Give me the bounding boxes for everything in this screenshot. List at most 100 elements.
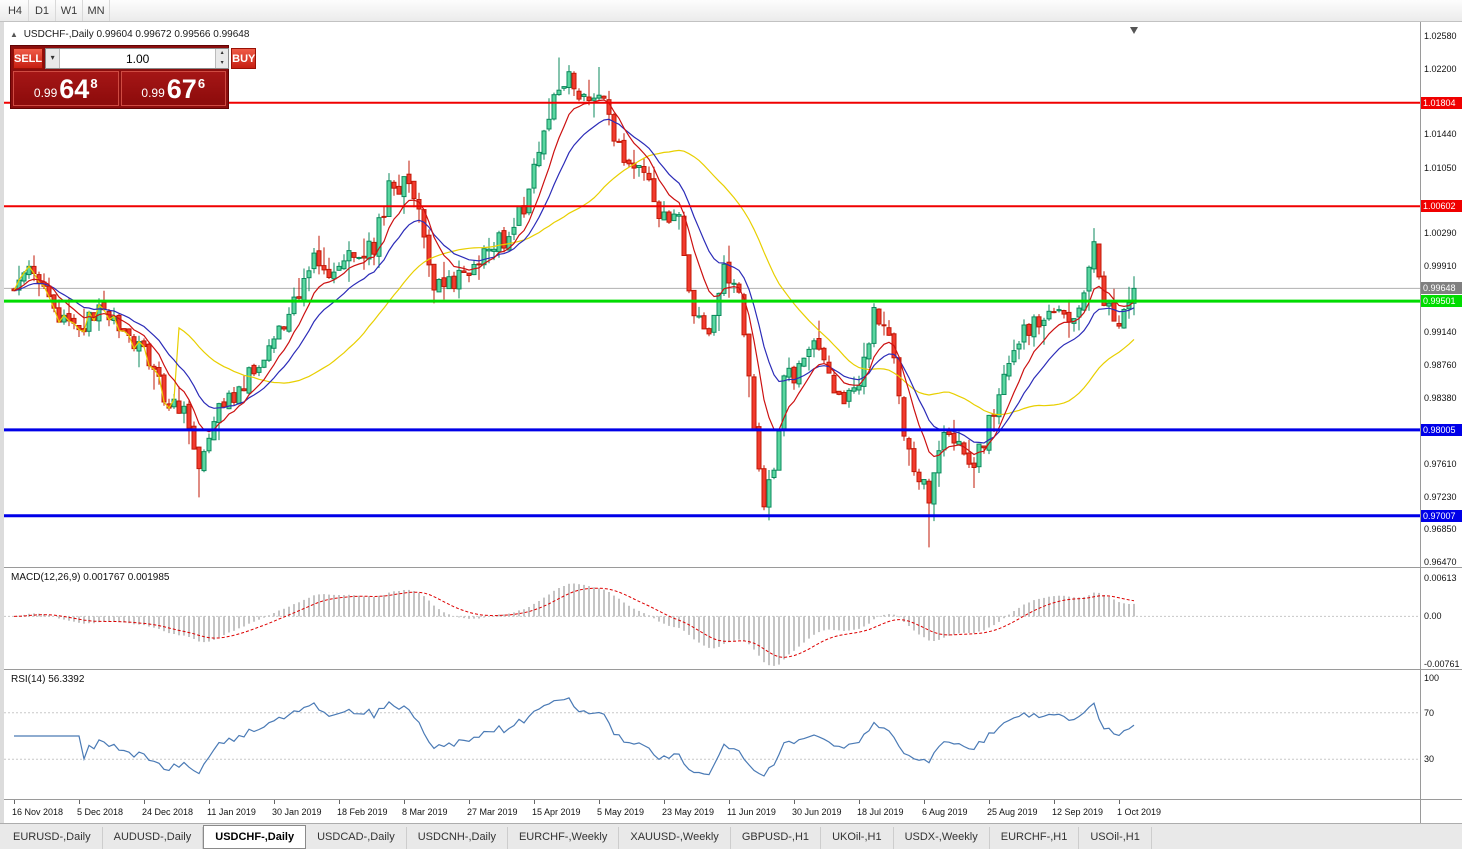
volume-up-icon[interactable]: ▴	[220, 50, 224, 56]
date-label: 18 Jul 2019	[857, 807, 904, 817]
date-label: 18 Feb 2019	[337, 807, 388, 817]
date-label: 30 Jun 2019	[792, 807, 842, 817]
pane-resize-separator[interactable]	[4, 567, 1462, 568]
volume-spinner[interactable]: ▴ ▾	[215, 49, 229, 68]
date-tick	[1119, 800, 1120, 804]
chart-title-symbol: USDCHF-,Daily	[23, 29, 94, 40]
date-label: 8 Mar 2019	[402, 807, 448, 817]
volume-down-icon[interactable]: ▾	[220, 59, 224, 66]
timeframe-mn-button[interactable]: MN	[83, 0, 110, 21]
volume-input[interactable]	[60, 49, 216, 68]
date-label: 1 Oct 2019	[1117, 807, 1162, 817]
price-axis-label: 0.99140	[1424, 327, 1457, 338]
date-tick	[144, 800, 145, 804]
chart-tab-usdcad-daily[interactable]: USDCAD-,Daily	[306, 827, 407, 849]
chart-title: ▲ USDCHF-,Daily 0.99604 0.99672 0.99566 …	[10, 29, 249, 40]
date-tick	[404, 800, 405, 804]
price-axis-label: 0.98380	[1424, 392, 1457, 403]
price-axis-label: 1.01050	[1424, 162, 1457, 173]
date-label: 11 Jan 2019	[207, 807, 256, 817]
date-label: 30 Jan 2019	[272, 807, 322, 817]
sell-price-display[interactable]: 0.99 64 8	[13, 71, 119, 106]
date-tick	[664, 800, 665, 804]
chart-tab-ukoil-h1[interactable]: UKOil-,H1	[821, 827, 894, 849]
chart-window: 16 Nov 2018 5 Dec 2018 24 Dec 2018 11 Jan 2…	[0, 22, 1462, 823]
price-axis-badge: 1.00602	[1421, 200, 1462, 213]
timeframe-w1-button[interactable]: W1	[56, 0, 83, 21]
price-axis-label: 70	[1424, 707, 1435, 718]
sell-button[interactable]: SELL	[13, 48, 44, 69]
chart-tab-eurusd-daily[interactable]: EURUSD-,Daily	[2, 827, 103, 849]
price-axis-label: 0.97230	[1424, 491, 1457, 502]
levels-layer	[4, 101, 1420, 518]
price-axis: 1.02580 1.02200 1.01440 1.01050 1.00290 0.999…	[1420, 22, 1462, 823]
chart-tab-xauusd-weekly[interactable]: XAUUSD-,Weekly	[619, 827, 731, 849]
date-tick	[14, 800, 15, 804]
date-label: 5 Dec 2018	[77, 807, 124, 817]
timeframe-h4-button[interactable]: H4	[2, 0, 29, 21]
pane-resize-separator[interactable]	[4, 669, 1462, 670]
rsi-label: RSI(14) 56.3392	[11, 674, 84, 685]
chart-tab-usdx-weekly[interactable]: USDX-,Weekly	[894, 827, 990, 849]
chart-tab-gbpusd-h1[interactable]: GBPUSD-,H1	[731, 827, 822, 849]
price-axis-label: 100	[1424, 673, 1440, 683]
chart-tab-eurchf-weekly[interactable]: EURCHF-,Weekly	[508, 827, 620, 849]
date-tick	[989, 800, 990, 804]
volume-dropdown-icon[interactable]: ▾	[46, 49, 61, 68]
price-axis-label: 0.00613	[1424, 573, 1457, 583]
date-tick	[1054, 800, 1055, 804]
ma-8-line	[13, 99, 1135, 458]
date-label: 16 Nov 2018	[12, 807, 64, 817]
chart-tab-usdchf-daily[interactable]: USDCHF-,Daily	[203, 825, 307, 849]
price-axis-badge: 1.01804	[1421, 96, 1462, 109]
price-axis-label: 30	[1424, 754, 1435, 765]
chart-tab-usoil-h1[interactable]: USOil-,H1	[1079, 827, 1152, 849]
price-axis-label: 0.96470	[1424, 557, 1457, 567]
price-axis-label: 0.96850	[1424, 524, 1457, 535]
macd-name: MACD(12,26,9)	[11, 572, 81, 583]
price-axis-label: 0.98760	[1424, 359, 1457, 370]
date-tick	[469, 800, 470, 804]
date-label: 25 Aug 2019	[987, 807, 1038, 817]
macd-pane[interactable]	[4, 568, 1420, 669]
ma-16-line	[13, 118, 1135, 444]
macd-label: MACD(12,26,9) 0.001767 0.001985	[11, 572, 169, 583]
date-tick	[729, 800, 730, 804]
buy-price-big-digits: 67	[166, 74, 197, 104]
rsi-line	[14, 697, 1135, 777]
timeframe-d1-button[interactable]: D1	[29, 0, 56, 21]
volume-control: ▾ ▴▾	[45, 48, 230, 69]
price-chart-pane[interactable]	[4, 22, 1420, 567]
price-axis-label: 0.00	[1424, 611, 1442, 622]
timeframe-toolbar: H4 D1 W1 MN	[0, 0, 1462, 22]
price-axis-badge: 0.97007	[1421, 509, 1462, 522]
buy-price-display[interactable]: 0.99 67 6	[120, 71, 226, 106]
date-tick	[79, 800, 80, 804]
price-axis-label: -0.00761	[1424, 659, 1460, 669]
date-label: 6 Aug 2019	[922, 807, 968, 817]
ma-34-line	[13, 149, 1135, 416]
buy-price-pip-digit: 6	[197, 76, 206, 91]
date-tick	[209, 800, 210, 804]
chart-tab-usdcnh-daily[interactable]: USDCNH-,Daily	[407, 827, 508, 849]
rsi-pane[interactable]	[4, 670, 1420, 799]
sell-price-pip-digit: 8	[90, 76, 98, 91]
date-tick	[924, 800, 925, 804]
buy-button[interactable]: BUY	[231, 48, 257, 69]
macd-values: 0.001767 0.001985	[83, 572, 170, 583]
candles-layer	[11, 57, 1137, 548]
axis-separator	[4, 799, 1462, 800]
rsi-value: 56.3392	[48, 674, 85, 685]
sell-price-big-digits: 64	[59, 74, 90, 104]
rsi-name: RSI(14)	[11, 674, 46, 685]
chart-tabs-bar: EURUSD-,Daily AUDUSD-,Daily USDCHF-,Daily U…	[0, 823, 1462, 849]
chart-tab-audusd-daily[interactable]: AUDUSD-,Daily	[103, 827, 204, 849]
price-axis-label: 1.01440	[1424, 129, 1457, 140]
chart-tab-eurchf-h1[interactable]: EURCHF-,H1	[990, 827, 1080, 849]
date-label: 23 May 2019	[662, 807, 715, 817]
chart-shift-marker-icon	[1130, 27, 1138, 34]
date-tick	[274, 800, 275, 804]
collapse-trade-panel-icon[interactable]: ▲	[10, 30, 18, 39]
